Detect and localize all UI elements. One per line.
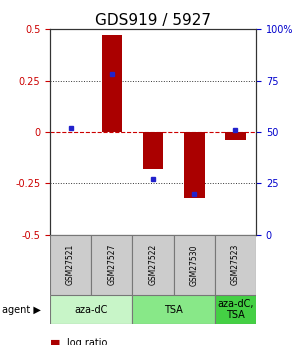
Bar <box>184 132 205 198</box>
Bar <box>225 132 246 140</box>
Text: ■: ■ <box>50 338 61 345</box>
Text: GSM27521: GSM27521 <box>66 244 75 285</box>
Text: GSM27523: GSM27523 <box>231 244 240 285</box>
Title: GDS919 / 5927: GDS919 / 5927 <box>95 13 211 28</box>
Text: GSM27530: GSM27530 <box>190 244 199 286</box>
Bar <box>215 295 256 324</box>
Bar <box>174 235 215 295</box>
Text: aza-dC: aza-dC <box>75 305 108 315</box>
Text: TSA: TSA <box>164 305 183 315</box>
Text: GSM27527: GSM27527 <box>107 244 116 285</box>
Bar <box>132 295 215 324</box>
Text: GSM27522: GSM27522 <box>148 244 158 285</box>
Bar <box>215 235 256 295</box>
Bar <box>132 235 174 295</box>
Text: log ratio: log ratio <box>67 338 107 345</box>
Bar <box>50 295 132 324</box>
Bar <box>143 132 163 169</box>
Text: aza-dC,
TSA: aza-dC, TSA <box>217 299 254 321</box>
Text: agent ▶: agent ▶ <box>2 305 40 315</box>
Bar <box>102 36 122 132</box>
Bar <box>50 235 91 295</box>
Bar <box>91 235 132 295</box>
